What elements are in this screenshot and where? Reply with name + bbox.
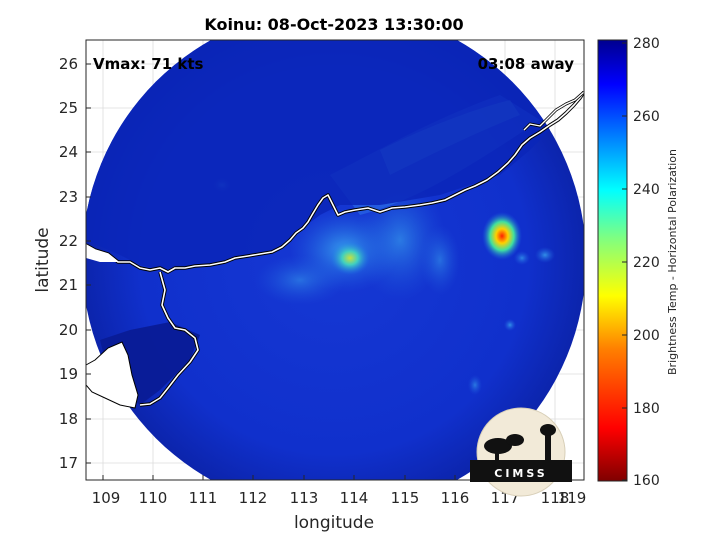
colorbar: 280 260 240 220 200 180 160 Brightness T… — [597, 36, 679, 489]
x-axis-label: longitude — [294, 513, 374, 533]
colorbar-tick-label: 160 — [633, 473, 660, 489]
x-tick-label: 118 — [541, 489, 570, 507]
vmax-annotation: Vmax: 71 kts — [93, 55, 203, 73]
x-tick-label: 114 — [340, 489, 369, 507]
colorbar-tick-label: 220 — [633, 255, 660, 271]
x-tick-label: 116 — [441, 489, 470, 507]
colorbar-tick-label: 280 — [633, 36, 660, 52]
x-tick-label: 115 — [391, 489, 420, 507]
cimss-logo: CIMSS — [470, 407, 572, 497]
x-tick-label: 119 — [558, 489, 587, 507]
y-tick-label: 22 — [59, 232, 78, 250]
x-tick-label: 111 — [189, 489, 218, 507]
axes-frame — [85, 39, 585, 481]
y-tick-label: 23 — [59, 188, 78, 206]
time-away-annotation: 03:08 away — [478, 55, 575, 73]
y-tick-labels: 17 18 19 20 21 22 23 24 25 26 — [59, 55, 78, 472]
x-tick-label: 110 — [139, 489, 168, 507]
colorbar-tick-label: 200 — [633, 328, 660, 344]
y-tick-label: 24 — [59, 143, 78, 161]
x-tick-labels: 109 110 111 112 113 114 115 116 117 118 … — [92, 489, 587, 507]
y-axis-label: latitude — [33, 227, 53, 292]
y-tick-label: 21 — [59, 276, 78, 294]
coastline — [86, 90, 584, 407]
x-tick-label: 112 — [239, 489, 268, 507]
y-tick-label: 17 — [59, 454, 78, 472]
colorbar-tick-label: 240 — [633, 182, 660, 198]
colorbar-gradient — [597, 39, 628, 482]
y-tick-label: 25 — [59, 99, 78, 117]
colorbar-tick-label: 260 — [633, 109, 660, 125]
x-tick-label: 113 — [290, 489, 319, 507]
cimss-logo-text: CIMSS — [494, 467, 547, 480]
y-tick-label: 19 — [59, 365, 78, 383]
y-tick-label: 20 — [59, 321, 78, 339]
colorbar-label: Brightness Temp - Horizontal Polarizatio… — [666, 149, 679, 375]
colorbar-tick-label: 180 — [633, 401, 660, 417]
x-tick-label: 109 — [92, 489, 121, 507]
y-tick-label: 26 — [59, 55, 78, 73]
y-tick-label: 18 — [59, 410, 78, 428]
land-outside-swath-west — [86, 245, 118, 262]
chart-title: Koinu: 08-Oct-2023 13:30:00 — [204, 15, 463, 34]
